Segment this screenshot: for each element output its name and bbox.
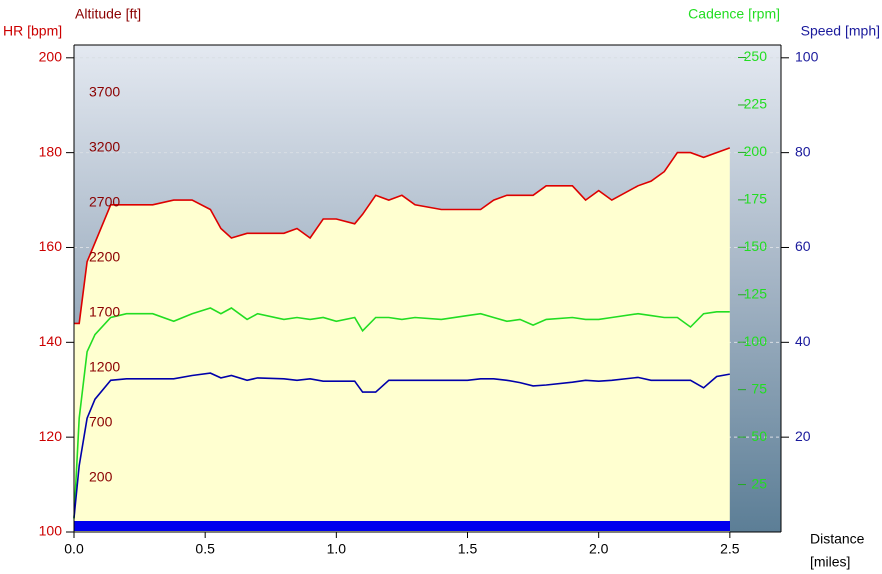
series-line — [74, 147, 731, 325]
y-tick-label: 1200 — [89, 359, 120, 375]
y-tick-label: 200 — [89, 469, 113, 485]
axis-title: Cadence [rpm] — [688, 6, 780, 22]
y-tick-label: 250 — [744, 48, 768, 64]
y-tick-label: 3200 — [89, 139, 120, 155]
y-tick-label: 100 — [39, 523, 63, 539]
bottom-band — [74, 521, 730, 531]
y-tick-label: 80 — [795, 143, 811, 159]
y-tick-label: 60 — [795, 238, 811, 254]
y-tick-label: 700 — [89, 414, 113, 430]
y-tick-label: 200 — [744, 143, 768, 159]
y-tick-label: 200 — [39, 49, 63, 65]
y-tick-label: 1700 — [89, 304, 120, 320]
x-axis-unit: [miles] — [810, 554, 850, 570]
x-tick-label: 1.5 — [458, 541, 478, 557]
y-tick-label: 140 — [39, 333, 63, 349]
x-tick-label: 2.0 — [589, 541, 609, 557]
series-line — [73, 372, 730, 518]
lines — [73, 147, 731, 519]
x-tick-label: 0.5 — [195, 541, 215, 557]
axis-title: HR [bpm] — [3, 23, 62, 39]
y-tick-label: 2200 — [89, 249, 120, 265]
x-tick-label: 0.0 — [64, 541, 84, 557]
y-tick-label: 100 — [795, 49, 819, 65]
y-tick-label: 180 — [39, 143, 63, 159]
y-tick-label: 120 — [39, 428, 63, 444]
y-tick-label: 125 — [744, 285, 768, 301]
y-tick-label: 2700 — [89, 194, 120, 210]
axes: 0.0 0.5 1.0 1.5 2.0 2.5 HR [bpm] 100 120 140 160 18… — [3, 6, 880, 557]
y-tick-label: 160 — [39, 238, 63, 254]
y-tick-label: 225 — [744, 96, 768, 112]
y-tick-label: 3700 — [89, 84, 120, 100]
fills — [74, 147, 730, 532]
x-tick-label: 1.0 — [327, 541, 347, 557]
x-tick-label: 2.5 — [720, 541, 740, 557]
x-axis-title: Distance — [810, 531, 865, 547]
y-tick-label: 50 — [751, 428, 767, 444]
area-fill — [74, 147, 730, 532]
y-tick-label: 25 — [751, 475, 767, 491]
y-tick-label: 175 — [744, 191, 768, 207]
y-tick-label: 100 — [744, 333, 768, 349]
y-tick-label: 75 — [751, 380, 767, 396]
series-line — [73, 307, 730, 519]
y-tick-label: 150 — [744, 238, 768, 254]
y-tick-label: 20 — [795, 428, 811, 444]
axis-title: Altitude [ft] — [75, 6, 141, 22]
axis-title: Speed [mph] — [801, 23, 880, 39]
y-tick-label: 40 — [795, 333, 811, 349]
